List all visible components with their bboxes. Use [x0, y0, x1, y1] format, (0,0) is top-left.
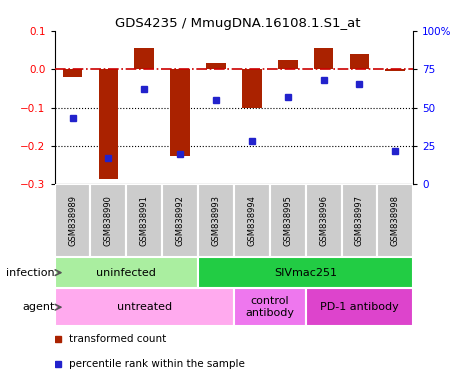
Text: percentile rank within the sample: percentile rank within the sample [69, 359, 245, 369]
Bar [350, 54, 370, 69]
Text: control
antibody: control antibody [245, 296, 294, 318]
Bar [63, 69, 83, 77]
Bar [198, 257, 413, 288]
Text: GSM838992: GSM838992 [176, 195, 185, 246]
Bar [306, 288, 413, 326]
Bar [55, 288, 234, 326]
Bar [385, 69, 405, 71]
Bar [234, 288, 306, 326]
Bar [270, 184, 306, 257]
Text: agent: agent [22, 302, 55, 312]
Text: GSM838995: GSM838995 [283, 195, 292, 246]
Bar [242, 69, 262, 108]
Bar [170, 69, 190, 156]
Bar [162, 184, 198, 257]
Text: GSM838998: GSM838998 [391, 195, 400, 246]
Bar [206, 63, 226, 69]
Text: PD-1 antibody: PD-1 antibody [320, 302, 399, 312]
Text: SIVmac251: SIVmac251 [274, 268, 337, 278]
Text: infection: infection [6, 268, 55, 278]
Text: GSM838997: GSM838997 [355, 195, 364, 246]
Bar [306, 184, 342, 257]
Text: GSM838991: GSM838991 [140, 195, 149, 246]
Bar [234, 184, 270, 257]
Text: GSM838994: GSM838994 [247, 195, 257, 246]
Text: GSM838993: GSM838993 [211, 195, 220, 246]
Bar [278, 60, 298, 69]
Text: transformed count: transformed count [69, 334, 166, 344]
Text: GSM838990: GSM838990 [104, 195, 113, 246]
Bar [198, 184, 234, 257]
Bar [126, 184, 162, 257]
Bar [55, 184, 91, 257]
Text: GDS4235 / MmugDNA.16108.1.S1_at: GDS4235 / MmugDNA.16108.1.S1_at [115, 17, 360, 30]
Text: GSM838989: GSM838989 [68, 195, 77, 246]
Bar [55, 257, 198, 288]
Text: untreated: untreated [117, 302, 172, 312]
Text: uninfected: uninfected [96, 268, 156, 278]
Bar [91, 184, 126, 257]
Text: GSM838996: GSM838996 [319, 195, 328, 246]
Bar [134, 48, 154, 69]
Bar [378, 184, 413, 257]
Bar [342, 184, 378, 257]
Bar [98, 69, 118, 179]
Bar [314, 48, 333, 69]
